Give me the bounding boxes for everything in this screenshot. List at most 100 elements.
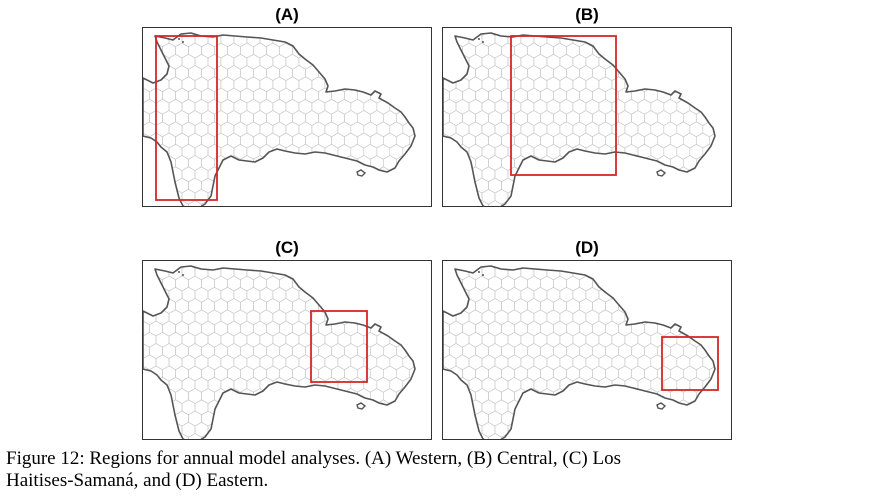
hex-cell	[637, 399, 652, 416]
hex-cell	[162, 33, 176, 36]
hex-cell	[305, 433, 319, 439]
hex-cell	[449, 298, 463, 314]
hex-cell	[246, 98, 261, 115]
hex-cell	[637, 98, 652, 115]
hex-cell	[689, 309, 704, 326]
hex-cell	[481, 421, 496, 438]
hex-cell	[149, 410, 163, 427]
hex-cell	[298, 421, 313, 438]
hex-cell	[357, 42, 371, 59]
hex-cell	[220, 331, 235, 348]
hex-cell	[443, 166, 457, 183]
hex-cell	[716, 189, 729, 204]
hex-cell	[233, 266, 248, 281]
map-svg-b	[443, 32, 732, 206]
map-svg-a	[143, 32, 432, 206]
hex-cell	[696, 200, 710, 206]
hex-cell	[149, 388, 163, 404]
hex-cell	[722, 88, 732, 103]
hex-cell	[605, 433, 619, 439]
hex-cell	[207, 266, 222, 281]
hex-cell	[220, 166, 235, 183]
hex-cell	[598, 33, 613, 48]
hex-cell	[696, 65, 710, 81]
hex-cell	[155, 121, 170, 138]
hex-cell	[396, 266, 410, 269]
hex-cell	[729, 310, 732, 325]
hex-cell	[143, 266, 157, 281]
region-box-central	[510, 35, 617, 176]
hex-cell	[292, 388, 306, 404]
hex-cell	[285, 98, 300, 115]
hex-cell	[363, 76, 378, 93]
hex-cell	[402, 33, 415, 48]
hex-cell	[663, 421, 678, 438]
hex-cell	[298, 76, 313, 93]
hex-cell	[676, 331, 691, 348]
hex-cell	[285, 399, 300, 416]
hex-cell	[389, 143, 404, 160]
hex-cell	[285, 266, 300, 281]
hex-cell	[408, 320, 415, 337]
hex-cell	[181, 76, 196, 93]
caption-line-1: Figure 12: Regions for annual model anal…	[6, 448, 621, 469]
hex-cell	[143, 266, 150, 269]
hex-cell	[507, 331, 522, 348]
hex-cell	[266, 266, 280, 269]
hex-cell	[416, 99, 429, 114]
hex-cell	[637, 266, 652, 281]
hex-cell	[592, 266, 606, 269]
hex-cell	[363, 354, 378, 371]
hex-cell	[233, 166, 248, 183]
hex-cell	[246, 266, 261, 281]
hex-grid-c	[143, 266, 432, 439]
hex-cell	[408, 343, 415, 359]
hex-cell	[429, 144, 432, 159]
hex-cell	[155, 188, 170, 205]
hex-cell	[363, 331, 378, 348]
hex-cell	[624, 121, 639, 138]
hex-cell	[324, 331, 339, 348]
hex-cell	[272, 286, 287, 303]
hex-cell	[572, 266, 587, 281]
hex-cell	[207, 376, 222, 393]
panel-label-b: (B)	[575, 5, 599, 24]
hex-cell	[337, 266, 352, 281]
hex-cell	[357, 266, 371, 269]
hex-cell	[520, 399, 535, 416]
hex-cell	[383, 266, 397, 269]
hex-cell	[220, 309, 235, 326]
hex-cell	[298, 376, 313, 393]
hex-cell	[168, 121, 183, 138]
hex-cell	[657, 177, 671, 194]
hex-cell	[443, 331, 457, 348]
coastline-c	[143, 265, 416, 439]
hex-cell	[429, 377, 432, 392]
hex-cell	[233, 121, 248, 138]
hex-cell	[266, 177, 280, 194]
hex-cell	[143, 399, 157, 416]
island-b	[656, 169, 667, 177]
hex-cell	[527, 266, 541, 269]
hex-cell	[559, 188, 574, 205]
hex-cell	[337, 286, 352, 303]
hex-cell	[233, 354, 248, 371]
hex-cell	[514, 410, 528, 427]
hex-cell	[285, 33, 300, 48]
hex-cell	[246, 376, 261, 393]
hex-cell	[729, 377, 732, 392]
hex-cell	[350, 286, 365, 303]
hex-cell	[481, 76, 496, 93]
hex-cell	[149, 33, 163, 36]
hex-cell	[402, 53, 415, 70]
hex-cell	[246, 354, 261, 371]
hex-cell	[376, 286, 391, 303]
hex-cell	[611, 331, 626, 348]
hex-cell	[729, 287, 732, 302]
hex-cell	[408, 155, 415, 171]
hex-cell	[220, 121, 235, 138]
hex-cell	[370, 275, 384, 292]
hex-cell	[670, 298, 684, 314]
hex-cell	[396, 87, 410, 104]
hex-cell	[443, 143, 457, 160]
